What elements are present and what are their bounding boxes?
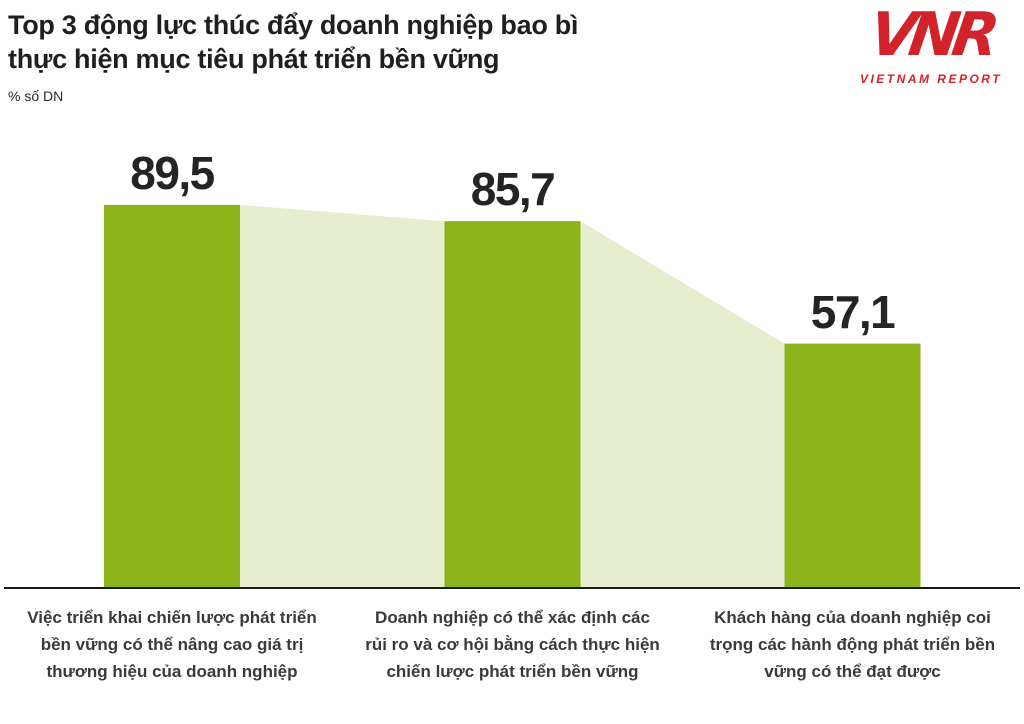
chart-title: Top 3 động lực thúc đẩy doanh nghiệp bao… [8, 8, 708, 76]
logo-vnr-icon: VNR [865, 0, 997, 70]
category-label: Khách hàng của doanh nghiệp coi trọng cá… [709, 608, 996, 681]
chart-title-line2: thực hiện mục tiêu phát triển bền vững [8, 44, 500, 74]
connector-area [240, 204, 445, 588]
value-label: 85,7 [470, 163, 556, 216]
x-axis-line [4, 587, 1020, 589]
vietnam-report-logo: VNR VIETNAM REPORT [846, 0, 1016, 100]
bar [104, 204, 240, 588]
chart-title-line1: Top 3 động lực thúc đẩy doanh nghiệp bao… [8, 10, 579, 40]
connector-area [580, 221, 785, 588]
logo-subtext: VIETNAM REPORT [859, 72, 1003, 86]
bar [784, 343, 921, 588]
category-label: Doanh nghiệp có thể xác định các rủi ro … [365, 608, 660, 681]
category-label: Việc triển khai chiến lược phát triển bề… [27, 608, 317, 681]
bar [444, 221, 581, 588]
value-label: 89,5 [130, 146, 215, 199]
plot-area [0, 130, 1024, 588]
bar-area-plot [104, 204, 921, 588]
value-label: 57,1 [810, 285, 896, 338]
axis-unit-label: % số DN [8, 88, 64, 104]
